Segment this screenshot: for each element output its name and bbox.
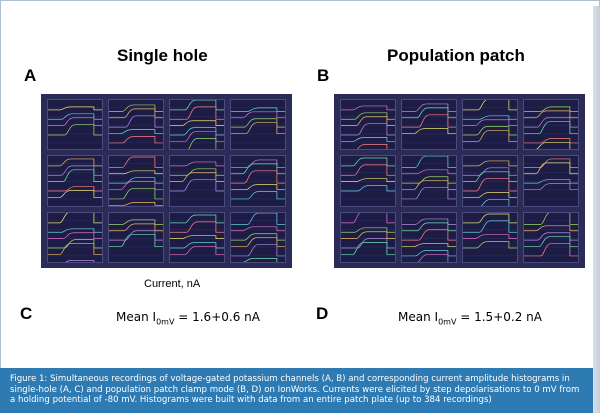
mean-d-prefix: Mean I xyxy=(398,310,439,324)
mean-c-value: = 1.6+0.6 nA xyxy=(174,310,260,324)
single-hole-title: Single hole xyxy=(117,46,208,65)
recording-thumbnail xyxy=(47,155,103,207)
recording-thumbnail xyxy=(462,99,518,151)
recording-thumbnail xyxy=(108,211,164,263)
mean-current-c: Mean I0mV = 1.6+0.6 nA xyxy=(116,310,260,326)
recordings-grid-a xyxy=(47,99,286,263)
recordings-grid-b xyxy=(340,99,579,263)
recording-thumbnail xyxy=(108,155,164,207)
recording-thumbnail xyxy=(47,211,103,263)
mean-c-subscript: 0mV xyxy=(156,317,175,327)
recording-thumbnail xyxy=(47,99,103,151)
recording-thumbnail xyxy=(401,99,457,151)
recording-thumbnail xyxy=(230,155,286,207)
recording-thumbnail xyxy=(523,211,579,263)
recording-thumbnail xyxy=(401,211,457,263)
recording-thumbnail xyxy=(230,99,286,151)
x-axis-label: Current, nA xyxy=(144,278,201,290)
recording-thumbnail xyxy=(169,211,225,263)
recording-thumbnail xyxy=(523,99,579,151)
figure-caption: Figure 1: Simultaneous recordings of vol… xyxy=(0,368,593,413)
mean-c-prefix: Mean I xyxy=(116,310,157,324)
panel-label-d: D xyxy=(316,304,329,323)
panel-label-b: B xyxy=(317,66,330,85)
mean-current-d: Mean I0mV = 1.5+0.2 nA xyxy=(398,310,542,326)
mean-d-value: = 1.5+0.2 nA xyxy=(456,310,542,324)
recording-thumbnail xyxy=(169,155,225,207)
recording-thumbnail xyxy=(169,99,225,151)
recording-thumbnail xyxy=(340,155,396,207)
recording-thumbnail xyxy=(523,155,579,207)
panel-a-recordings xyxy=(41,94,292,268)
panel-label-c: C xyxy=(20,304,33,323)
recording-thumbnail xyxy=(401,155,457,207)
recording-thumbnail xyxy=(462,155,518,207)
mean-d-subscript: 0mV xyxy=(438,317,457,327)
panel-label-a: A xyxy=(24,66,37,85)
recording-thumbnail xyxy=(340,211,396,263)
frame-shadow xyxy=(593,6,600,413)
recording-thumbnail xyxy=(108,99,164,151)
recording-thumbnail xyxy=(462,211,518,263)
population-patch-title: Population patch xyxy=(387,46,525,65)
recording-thumbnail xyxy=(340,99,396,151)
recording-thumbnail xyxy=(230,211,286,263)
panel-b-recordings xyxy=(334,94,585,268)
